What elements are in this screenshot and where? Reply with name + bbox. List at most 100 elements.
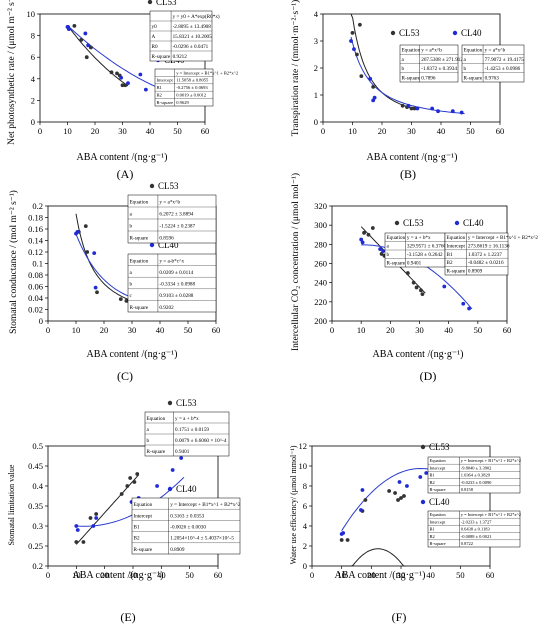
data-point-cl40 xyxy=(406,103,411,108)
fit-table: Equation y = a*x^b a 267.5308 ± 271.912 b -1.… xyxy=(399,44,463,83)
data-point-cl40 xyxy=(442,284,447,289)
table-cell-key: Intercept xyxy=(430,519,447,524)
table-cell-key: a xyxy=(130,270,133,276)
table-cell-key: R-square xyxy=(130,236,149,242)
table-cell-value: y = a*x^b xyxy=(421,48,442,54)
x-tick-label: 20 xyxy=(367,570,376,580)
fit-curve-cl53 xyxy=(67,24,129,87)
data-point-cl53 xyxy=(402,494,406,498)
table-cell-key: R-square xyxy=(387,261,406,267)
data-point-cl40 xyxy=(143,87,148,92)
fit-table: Equation y = Intercept + B1*x^1 + B2*x^2 I… xyxy=(131,497,241,555)
data-point-cl53 xyxy=(387,489,392,493)
data-point-cl53 xyxy=(84,55,89,60)
data-point-cl40 xyxy=(179,456,184,460)
x-tick-label: 40 xyxy=(437,126,446,136)
y-tick-label: 0.16 xyxy=(28,224,43,234)
y-tick-label: 0.04 xyxy=(28,293,44,303)
legend-marker xyxy=(149,183,155,189)
table-cell-value: -1.4253 ± 0.0986 xyxy=(485,66,521,72)
data-point-cl40 xyxy=(91,524,96,528)
x-tick-label: 0 xyxy=(46,325,50,335)
legend-marker xyxy=(420,499,426,505)
chart-panel-f: 0 10 20 30 40 50 60 0 2 4 6 8 10 12 ABA content /(ng·g… xyxy=(289,441,521,624)
table-cell-value: 77.9072 ± 19.4175 xyxy=(485,57,525,63)
table-cell-key: Equation xyxy=(134,502,153,508)
table-cell-key: R-square xyxy=(147,449,166,455)
table-cell-value: 0.7896 xyxy=(421,75,436,81)
data-point-cl53 xyxy=(120,83,125,88)
data-point-cl40 xyxy=(467,306,471,311)
data-point-cl53 xyxy=(366,232,371,237)
table-cell-value: 0.9763 xyxy=(485,75,500,81)
y-tick-label: 8 xyxy=(31,31,35,41)
y-axis-label: Water use efficiency/ (μmol mmol⁻¹) xyxy=(289,445,298,564)
table-cell-key: A xyxy=(152,34,156,40)
data-point-cl53 xyxy=(94,512,99,516)
table-cell-value: 11.5058 ± 0.8055 xyxy=(176,78,209,83)
x-tick-label: 20 xyxy=(100,325,109,335)
table-cell-key: B2 xyxy=(430,480,435,485)
table-cell-key: R0 xyxy=(152,44,158,50)
table-cell-value: 0.6438 ± 0.1183 xyxy=(461,527,491,532)
x-tick-label: 0 xyxy=(321,126,325,136)
legend-marker xyxy=(167,486,173,492)
y-tick-label: 260 xyxy=(314,259,327,269)
table-cell-value: y = Intercept + B1*x^1 + B2*x^2 xyxy=(461,458,521,463)
table-frame xyxy=(149,10,213,62)
data-point-cl53 xyxy=(379,252,384,256)
fit-table: Equation y = Intercept + B1*x^1 + B2*x^2 I… xyxy=(427,456,521,494)
table-cell-key: R-square xyxy=(152,54,171,60)
y-axis-label: Transpiration rate / (mmol·m⁻²·s⁻¹) xyxy=(290,0,301,136)
table-cell-value: 0.8722 xyxy=(461,541,473,546)
table-cell-key: B1 xyxy=(447,252,453,258)
table-cell-value: y = Intercept + B1*x^1 + B2*x^2 xyxy=(461,512,521,517)
x-tick-label: 20 xyxy=(378,126,387,136)
table-cell-key: a xyxy=(464,57,467,63)
table-cell-value: 1.2054×10^-4 ± 5.4037×10^-5 xyxy=(170,536,234,542)
legend-marker xyxy=(454,220,460,226)
data-point-cl40 xyxy=(155,484,159,488)
panel-label: (E) xyxy=(120,610,135,624)
data-point-cl53 xyxy=(85,250,90,254)
y-tick-label: 0 xyxy=(314,117,318,127)
table-cell-key: B1 xyxy=(430,527,435,532)
table-cell-key: c xyxy=(130,293,133,299)
table-frame xyxy=(444,232,509,276)
data-point-cl40 xyxy=(461,301,466,306)
x-tick-label: 50 xyxy=(474,325,483,335)
y-tick-label: 0.3 xyxy=(32,521,43,531)
fit-table: Equation y = a*x^b a 6.2072 ± 3.8894 b -1.522… xyxy=(127,194,217,244)
table-cell-value: 0.9401 xyxy=(175,449,190,455)
panel-label: (C) xyxy=(117,369,133,383)
x-axis-label: ABA content /(ng·g⁻¹) xyxy=(76,152,167,163)
data-point-cl53 xyxy=(109,70,114,75)
data-point-cl40 xyxy=(86,43,91,48)
data-point-cl53 xyxy=(420,292,425,297)
legend-marker xyxy=(147,0,153,5)
table-cell-key: Equation xyxy=(387,235,406,241)
y-axis-label: Stomatal limitation value xyxy=(7,464,16,545)
table-cell-key: B2 xyxy=(157,93,163,98)
x-tick-label: 50 xyxy=(173,126,182,136)
data-point-cl40 xyxy=(349,39,353,43)
y-tick-label: 0.08 xyxy=(28,270,43,280)
x-tick-label: 0 xyxy=(330,325,334,335)
legend-marker xyxy=(167,400,173,406)
table-cell-key: B2 xyxy=(134,536,140,542)
table-cell-key: a xyxy=(147,427,150,433)
data-point-cl53 xyxy=(125,484,130,488)
data-point-cl40 xyxy=(138,72,143,77)
table-frame xyxy=(131,497,241,555)
fit-table: Equation y = a + b*x a 329.9571 ± 6.3760 b -3… xyxy=(384,232,446,268)
data-point-cl53 xyxy=(412,106,417,111)
data-point-cl53 xyxy=(95,290,99,295)
table-cell-value: y = a*x^b xyxy=(159,200,180,206)
table-cell-key: Equation xyxy=(402,48,421,54)
table-cell-key: b xyxy=(387,252,390,258)
table-frame xyxy=(154,68,214,107)
table-cell-value: 0.0019 ± 0.0012 xyxy=(176,93,207,98)
table-cell-key: R-square xyxy=(430,487,446,492)
x-axis-label: ABA content /(ng·g⁻¹) xyxy=(86,349,177,360)
y-tick-label: 10 xyxy=(299,461,308,471)
